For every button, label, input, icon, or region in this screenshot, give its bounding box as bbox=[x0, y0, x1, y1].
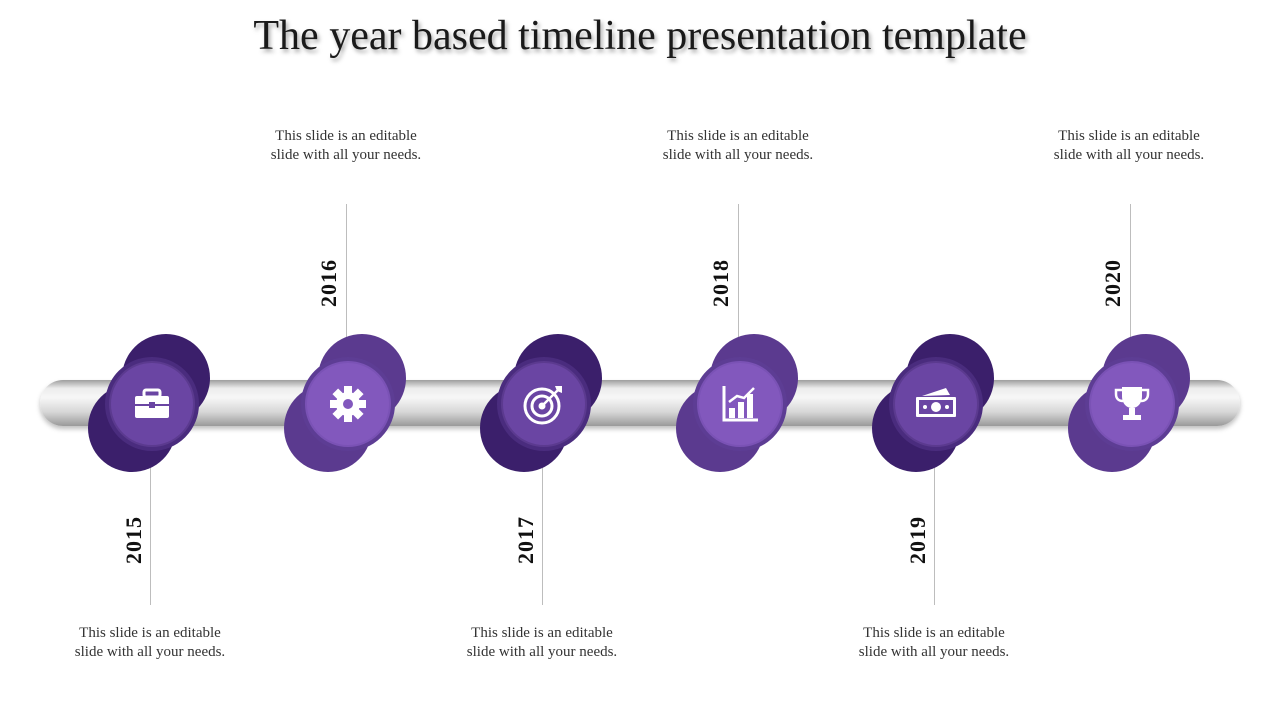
year-label-2017: 2017 bbox=[513, 516, 538, 564]
milestone-node-2020 bbox=[1066, 332, 1196, 482]
milestone-node-2019 bbox=[870, 332, 1000, 482]
briefcase-icon bbox=[135, 388, 169, 418]
money-icon bbox=[916, 388, 956, 417]
description-2020: This slide is an editable slide with all… bbox=[1053, 128, 1205, 163]
description-2015: This slide is an editable slide with all… bbox=[74, 625, 226, 660]
year-label-2016: 2016 bbox=[316, 259, 341, 307]
timeline-bar bbox=[40, 380, 1240, 426]
trophy-icon bbox=[1114, 387, 1150, 420]
description-2017: This slide is an editable slide with all… bbox=[466, 625, 618, 660]
gear-icon bbox=[330, 386, 366, 422]
milestone-node-2017 bbox=[478, 332, 608, 482]
description-2018: This slide is an editable slide with all… bbox=[662, 128, 814, 163]
milestone-node-2018 bbox=[674, 332, 804, 482]
target-icon bbox=[523, 386, 562, 425]
description-2016: This slide is an editable slide with all… bbox=[270, 128, 422, 163]
milestone-node-2016 bbox=[282, 332, 412, 482]
year-label-2020: 2020 bbox=[1100, 259, 1125, 307]
year-label-2018: 2018 bbox=[708, 259, 733, 307]
year-label-2015: 2015 bbox=[121, 516, 146, 564]
milestone-node-2015 bbox=[86, 332, 216, 482]
bar-chart-icon bbox=[722, 386, 758, 422]
description-2019: This slide is an editable slide with all… bbox=[858, 625, 1010, 660]
slide-title: The year based timeline presentation tem… bbox=[253, 13, 1027, 59]
year-label-2019: 2019 bbox=[905, 516, 930, 564]
